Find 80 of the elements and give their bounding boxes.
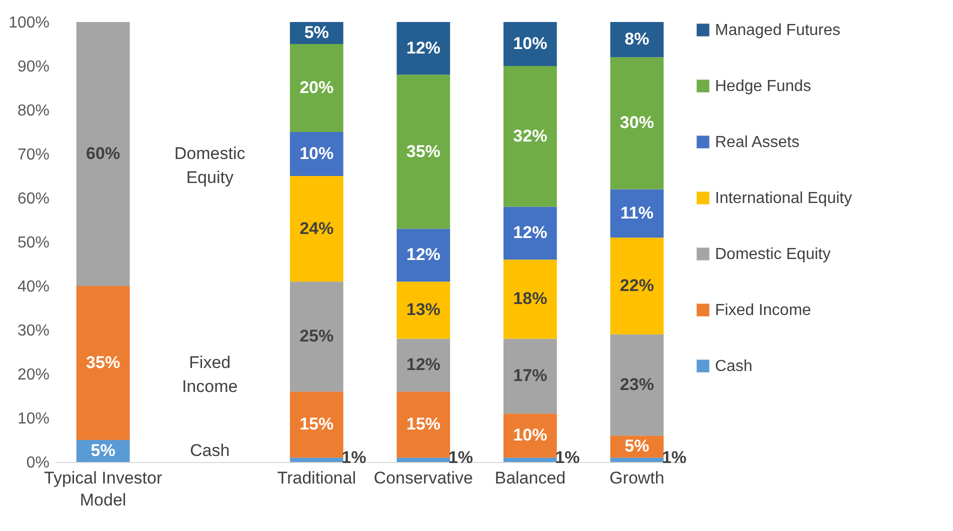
bar: [503, 260, 557, 339]
data-label: 5%: [90, 441, 116, 460]
data-label: 5%: [624, 436, 650, 456]
y-tick-label: 0%: [26, 454, 50, 472]
annotation: Cash: [190, 441, 230, 460]
data-label: 35%: [86, 353, 120, 372]
x-tick-label: Conservative: [374, 468, 473, 488]
data-label: 10%: [300, 144, 334, 163]
bar: [396, 338, 450, 392]
data-label: 5%: [304, 23, 329, 42]
y-tick-label: 10%: [17, 410, 50, 428]
data-label: 12%: [406, 38, 440, 58]
legend-label: Cash: [715, 358, 752, 375]
bar: [396, 228, 450, 282]
data-label: 13%: [406, 300, 440, 320]
data-label: 17%: [513, 366, 548, 386]
data-label: 32%: [513, 126, 548, 146]
data-label: 23%: [620, 375, 654, 394]
bar: [503, 458, 557, 462]
y-tick-label: 60%: [17, 190, 50, 208]
bar: [610, 189, 664, 238]
bar: [290, 392, 344, 458]
y-tick-label: 50%: [17, 234, 50, 252]
data-label: 12%: [513, 223, 548, 242]
annotation: Fixed Income: [182, 353, 238, 396]
data-label: 11%: [620, 203, 654, 222]
y-tick-label: 20%: [17, 366, 50, 384]
bar: [76, 286, 130, 440]
bar: [610, 238, 664, 334]
x-tick-label: Balanced: [494, 468, 566, 488]
legend-label: Managed Futures: [715, 22, 840, 39]
bar: [290, 458, 344, 462]
y-tick-label: 80%: [17, 102, 50, 120]
data-label: 60%: [86, 144, 120, 163]
bar: [76, 22, 130, 286]
x-tick-label: Traditional: [277, 468, 356, 488]
bar: [290, 176, 344, 282]
bar: [503, 206, 557, 260]
x-tick-label: Growth: [610, 468, 664, 488]
bar: [396, 282, 450, 339]
bar: [503, 414, 557, 458]
bar: [396, 74, 450, 229]
bar: [396, 22, 450, 75]
data-label: 8%: [624, 30, 650, 49]
legend-label: Domestic Equity: [715, 246, 831, 263]
data-label: 20%: [300, 78, 334, 97]
bar: [290, 132, 344, 176]
x-tick-label: Typical Investor Model: [44, 468, 162, 510]
bar: [290, 44, 344, 132]
bar: [396, 392, 450, 458]
legend-label: Real Assets: [715, 134, 800, 151]
data-label: 10%: [513, 34, 548, 53]
bar: [396, 458, 450, 462]
legend-label: Hedge Funds: [715, 78, 812, 95]
bar: [610, 334, 664, 436]
data-label: 12%: [406, 245, 440, 264]
y-tick-label: 100%: [8, 14, 50, 32]
data-label: 12%: [406, 355, 440, 374]
bar: [610, 458, 664, 462]
y-tick-label: 40%: [17, 278, 50, 296]
bar: [290, 282, 344, 392]
data-label: 15%: [406, 414, 440, 434]
data-label: 22%: [620, 276, 654, 295]
legend-label: International Equity: [715, 190, 852, 207]
data-label: 15%: [300, 414, 334, 434]
data-label: 10%: [513, 426, 548, 445]
bar: [503, 66, 557, 207]
data-label: 30%: [620, 113, 654, 132]
y-tick-label: 70%: [17, 146, 50, 164]
bar: [503, 22, 557, 66]
legend-label: Fixed Income: [715, 302, 812, 319]
data-label: 25%: [300, 326, 334, 346]
bar: [610, 57, 664, 190]
data-label: 18%: [513, 289, 548, 308]
annotation: Domestic Equity: [174, 144, 246, 187]
y-tick-label: 30%: [17, 322, 50, 340]
bar: [503, 338, 557, 414]
data-label: 35%: [406, 142, 440, 161]
y-tick-label: 90%: [17, 58, 50, 76]
data-label: 24%: [300, 218, 334, 238]
